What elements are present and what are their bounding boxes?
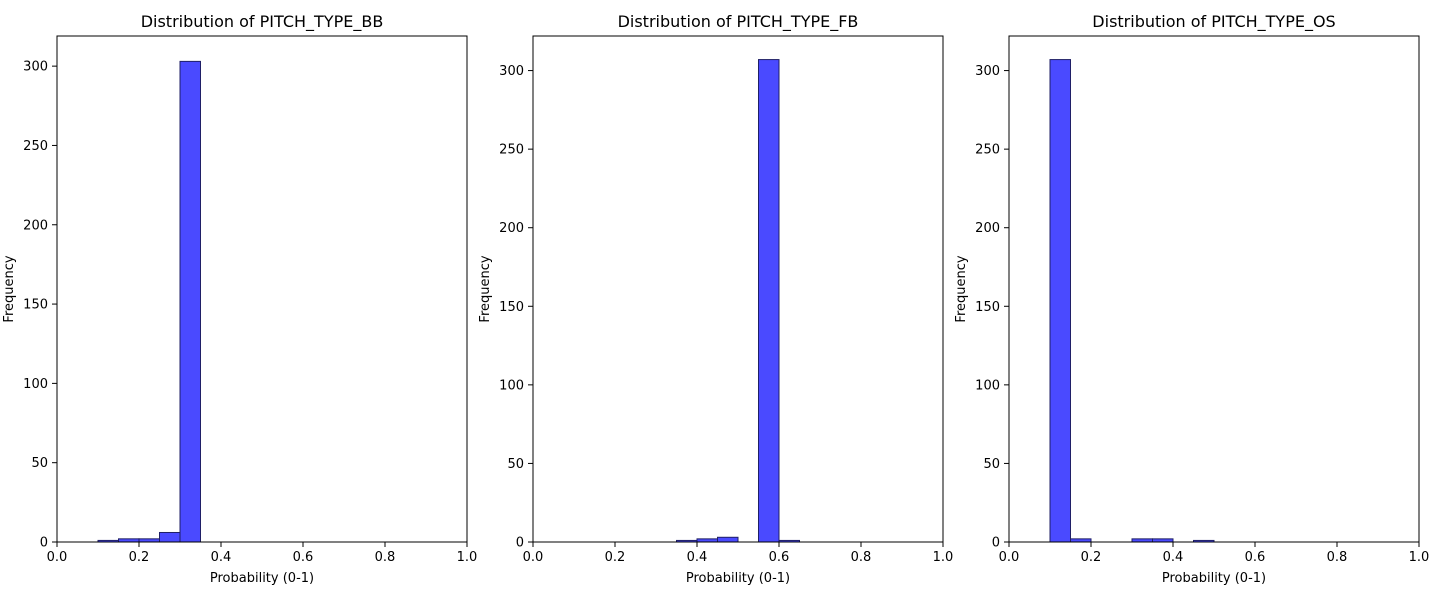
y-tick-label: 0	[40, 536, 48, 551]
x-tick-label: 0.2	[1081, 550, 1102, 565]
axes-frame-os	[1008, 35, 1420, 543]
y-tick-label: 150	[975, 300, 1000, 315]
x-tick-label: 0.8	[851, 550, 872, 565]
histogram-bar-bb-3	[159, 531, 181, 543]
y-tick-label: 250	[975, 143, 1000, 158]
x-axis-label-os: Probability (0-1)	[1162, 571, 1266, 586]
x-axis-label-bb: Probability (0-1)	[210, 571, 314, 586]
axes-frame-bb	[56, 35, 468, 543]
y-tick-label: 150	[23, 298, 48, 313]
x-tick-label: 0.0	[47, 550, 68, 565]
chart-panel-os: 0.0 0.2 0.4 0.6 0.8 1.0 0 50 100 150 200 250 300 Dist…	[954, 12, 1429, 586]
y-tick-label: 50	[983, 457, 1000, 472]
chart-panel-bb: 0.0 0.2 0.4 0.6 0.8 1.0 0 50 100 150 200 250 300 Dist…	[2, 12, 477, 586]
y-tick-label: 0	[992, 536, 1000, 551]
x-tick-label: 0.6	[769, 550, 790, 565]
x-tick-label: 1.0	[1409, 550, 1430, 565]
x-tick-label: 0.8	[1327, 550, 1348, 565]
y-tick-label: 300	[499, 64, 524, 79]
x-tick-label: 0.2	[129, 550, 150, 565]
x-tick-label: 0.0	[523, 550, 544, 565]
histogram-bar-os-0	[1049, 59, 1071, 543]
chart-title-os: Distribution of PITCH_TYPE_OS	[1092, 12, 1335, 32]
x-tick-label: 0.6	[1245, 550, 1266, 565]
y-tick-label: 0	[516, 536, 524, 551]
chart-title-fb: Distribution of PITCH_TYPE_FB	[618, 12, 859, 32]
y-tick-label: 100	[499, 378, 524, 393]
y-axis-label-bb: Frequency	[2, 255, 17, 322]
x-tick-label: 0.4	[211, 550, 232, 565]
axes-frame-fb	[532, 35, 944, 543]
x-tick-label: 0.2	[605, 550, 626, 565]
x-tick-label: 0.4	[1163, 550, 1184, 565]
x-tick-label: 0.0	[999, 550, 1020, 565]
y-tick-label: 200	[23, 218, 48, 233]
x-tick-label: 1.0	[457, 550, 478, 565]
y-tick-label: 200	[975, 221, 1000, 236]
chart-title-bb: Distribution of PITCH_TYPE_BB	[141, 12, 384, 32]
y-tick-label: 250	[499, 143, 524, 158]
y-tick-label: 100	[23, 377, 48, 392]
x-tick-label: 1.0	[933, 550, 954, 565]
y-axis-label-os: Frequency	[954, 255, 969, 322]
y-axis-label-fb: Frequency	[478, 255, 493, 322]
chart-panel-fb: 0.0 0.2 0.4 0.6 0.8 1.0 0 50 100 150 200 250 300 Dist…	[478, 12, 953, 586]
x-tick-label: 0.8	[375, 550, 396, 565]
x-axis-label-fb: Probability (0-1)	[686, 571, 790, 586]
x-tick-label: 0.4	[687, 550, 708, 565]
histogram-bar-fb-3	[758, 59, 780, 543]
y-tick-label: 250	[23, 139, 48, 154]
y-tick-label: 300	[975, 64, 1000, 79]
y-tick-label: 50	[31, 456, 48, 471]
histogram-bar-bb-4	[179, 60, 201, 543]
y-tick-label: 300	[23, 60, 48, 75]
y-tick-label: 200	[499, 221, 524, 236]
y-tick-label: 50	[507, 457, 524, 472]
x-tick-label: 0.6	[293, 550, 314, 565]
histogram-bar-fb-2	[717, 536, 739, 543]
y-tick-label: 150	[499, 300, 524, 315]
y-tick-label: 100	[975, 378, 1000, 393]
